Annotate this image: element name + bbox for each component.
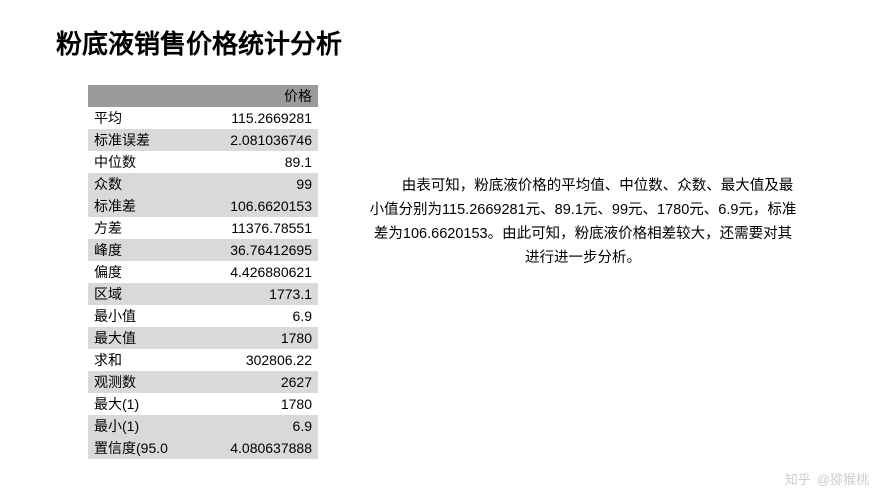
table-row: 标准差106.6620153	[88, 195, 318, 217]
table-row: 最大(1)1780	[88, 393, 318, 415]
stat-value: 106.6620153	[188, 195, 318, 217]
table-row: 观测数2627	[88, 371, 318, 393]
table-header-row: 价格	[88, 85, 318, 107]
stat-value: 115.2669281	[188, 107, 318, 129]
table-row: 求和302806.22	[88, 349, 318, 371]
stat-label: 标准差	[88, 195, 188, 217]
table-row: 区域1773.1	[88, 283, 318, 305]
stat-label: 最小值	[88, 305, 188, 327]
stat-label: 最大(1)	[88, 393, 188, 415]
watermark-author: @猕猴桃	[817, 469, 869, 488]
stat-label: 中位数	[88, 151, 188, 173]
table-row: 最小值6.9	[88, 305, 318, 327]
table-row: 最大值1780	[88, 327, 318, 349]
content-row: 价格平均115.2669281标准误差2.081036746中位数89.1众数9…	[48, 85, 841, 459]
description-text: 由表可知，粉底液价格的平均值、中位数、众数、最大值及最小值分别为115.2669…	[368, 175, 798, 271]
table-row: 峰度36.76412695	[88, 239, 318, 261]
stat-label: 区域	[88, 283, 188, 305]
stat-label: 最小(1)	[88, 415, 188, 437]
stat-value: 2627	[188, 371, 318, 393]
stat-label: 最大值	[88, 327, 188, 349]
stat-value: 11376.78551	[188, 217, 318, 239]
stat-label: 标准误差	[88, 129, 188, 151]
stat-label: 方差	[88, 217, 188, 239]
stat-label: 峰度	[88, 239, 188, 261]
table-row: 偏度4.426880621	[88, 261, 318, 283]
table-row: 标准误差2.081036746	[88, 129, 318, 151]
stat-value: 6.9	[188, 305, 318, 327]
stat-label: 偏度	[88, 261, 188, 283]
zhihu-logo-icon: 知乎	[785, 469, 811, 488]
table-row: 置信度(95.04.080637888	[88, 437, 318, 459]
stat-label: 众数	[88, 173, 188, 195]
table-row: 众数99	[88, 173, 318, 195]
table-row: 中位数89.1	[88, 151, 318, 173]
stat-label: 平均	[88, 107, 188, 129]
stat-value: 2.081036746	[188, 129, 318, 151]
stat-label: 置信度(95.0	[88, 437, 188, 459]
table-row: 最小(1)6.9	[88, 415, 318, 437]
stat-value: 4.426880621	[188, 261, 318, 283]
table-header-cell: 价格	[88, 85, 318, 107]
stat-value: 4.080637888	[188, 437, 318, 459]
stat-label: 求和	[88, 349, 188, 371]
stat-value: 89.1	[188, 151, 318, 173]
stat-value: 1780	[188, 393, 318, 415]
stat-value: 6.9	[188, 415, 318, 437]
stat-label: 观测数	[88, 371, 188, 393]
page-title: 粉底液销售价格统计分析	[56, 24, 841, 61]
stat-value: 1773.1	[188, 283, 318, 305]
stat-value: 1780	[188, 327, 318, 349]
stat-value: 302806.22	[188, 349, 318, 371]
stat-value: 99	[188, 173, 318, 195]
table-row: 方差11376.78551	[88, 217, 318, 239]
watermark: 知乎 @猕猴桃	[785, 469, 869, 488]
table-row: 平均115.2669281	[88, 107, 318, 129]
stat-value: 36.76412695	[188, 239, 318, 261]
stats-table: 价格平均115.2669281标准误差2.081036746中位数89.1众数9…	[88, 85, 318, 459]
